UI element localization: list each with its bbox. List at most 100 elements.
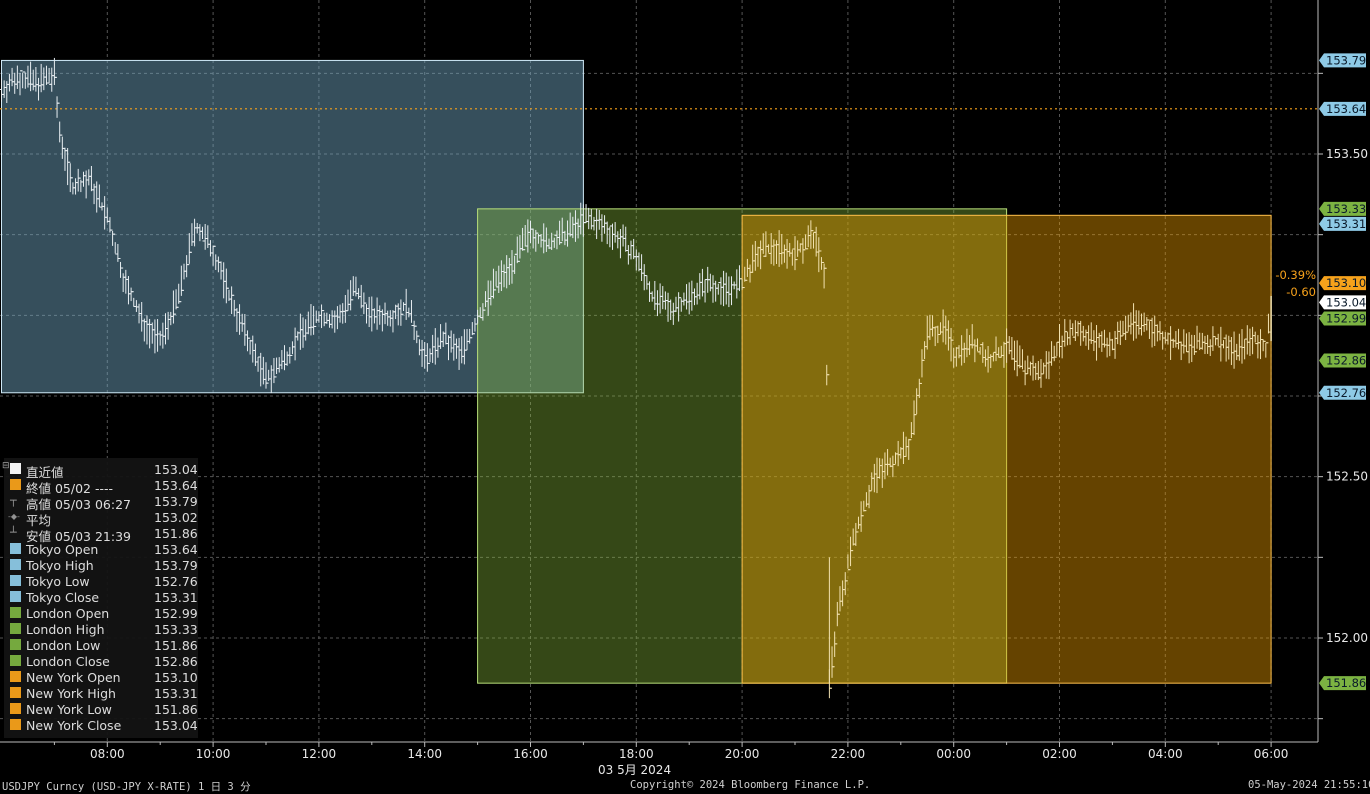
legend-value: 151.86 — [154, 526, 198, 541]
y-tick-label: 153.50 — [1326, 147, 1368, 161]
y-tick-label: 152.50 — [1326, 470, 1368, 484]
legend-label: New York High — [26, 686, 116, 701]
price-tag-bg — [1319, 311, 1366, 326]
footer-copyright: Copyright© 2024 Bloomberg Finance L.P. — [630, 779, 871, 791]
legend-label: 安値 05/03 21:39 — [26, 529, 131, 544]
legend-label: London Low — [26, 638, 101, 653]
legend-label: Tokyo Open — [26, 542, 99, 557]
footer-timestamp: 05-May-2024 21:55:10 — [1248, 779, 1370, 791]
price-tag-bg — [1319, 53, 1366, 68]
legend-swatch — [10, 463, 21, 474]
price-tag-bg — [1319, 676, 1366, 691]
legend-value: 153.31 — [154, 590, 198, 605]
price-tag: 153.31 — [1319, 216, 1366, 231]
x-tick-label: 00:00 — [936, 747, 971, 761]
price-tag: 153.64 — [1319, 101, 1366, 116]
legend-value: 153.02 — [154, 510, 198, 525]
price-tag-label: 153.04 — [1326, 295, 1366, 309]
price-tag: 153.10 — [1319, 276, 1366, 291]
legend-swatch — [10, 719, 21, 730]
x-tick-label: 14:00 — [407, 747, 442, 761]
price-tag-label: 153.33 — [1326, 202, 1366, 216]
legend-value: 151.86 — [154, 702, 198, 717]
legend-label: New York Close — [26, 718, 122, 733]
price-tag-bg — [1319, 201, 1366, 216]
session-box-new-york — [741, 214, 1272, 684]
legend-swatch — [10, 703, 21, 714]
legend-value: 152.76 — [154, 574, 198, 589]
legend-swatch — [10, 543, 21, 554]
price-tag-label: 153.64 — [1326, 102, 1366, 116]
price-tag-bg — [1319, 385, 1366, 400]
x-tick-label: 08:00 — [90, 747, 125, 761]
price-tag-bg — [1319, 295, 1366, 310]
x-tick-label: 16:00 — [513, 747, 548, 761]
price-tag: 152.76 — [1319, 385, 1366, 400]
legend-swatch — [10, 479, 21, 490]
change-value-label: -0.60 — [1286, 285, 1316, 299]
x-tick-label: 04:00 — [1148, 747, 1183, 761]
legend-label: 高値 05/03 06:27 — [26, 497, 131, 512]
legend-swatch — [10, 623, 21, 634]
x-tick-label: 06:00 — [1254, 747, 1289, 761]
legend-swatch — [10, 655, 21, 666]
legend-label: London Open — [26, 606, 110, 621]
price-tag: 151.86 — [1319, 676, 1366, 691]
legend-value: 153.64 — [154, 478, 198, 493]
legend-label: 平均 — [26, 513, 52, 528]
legend-swatch — [10, 671, 21, 682]
x-tick-label: 10:00 — [196, 747, 231, 761]
price-tag: 152.86 — [1319, 353, 1366, 368]
x-tick-label: 12:00 — [302, 747, 337, 761]
price-tag: 152.99 — [1319, 311, 1366, 326]
price-tag-label: 153.31 — [1326, 217, 1366, 231]
price-tag-label: 152.99 — [1326, 312, 1366, 326]
legend-label: London Close — [26, 654, 110, 669]
legend-label: Tokyo Close — [26, 590, 100, 605]
price-tag-label: 151.86 — [1326, 676, 1366, 690]
legend-label: Tokyo High — [26, 558, 94, 573]
legend-value: 153.79 — [154, 494, 198, 509]
price-tag-label: 153.79 — [1326, 53, 1366, 67]
legend-label: 終値 05/02 ---- — [26, 481, 114, 496]
legend-value: 153.04 — [154, 718, 198, 733]
session-box-tokyo — [1, 59, 584, 394]
legend-label: Tokyo Low — [26, 574, 90, 589]
price-tag-label: 153.10 — [1326, 276, 1366, 290]
low-marker-icon: ┴ — [10, 526, 17, 539]
price-tag-bg — [1319, 353, 1366, 368]
x-tick-label: 02:00 — [1042, 747, 1077, 761]
legend-label: New York Low — [26, 702, 112, 717]
legend-swatch — [10, 607, 21, 618]
legend-value: 152.86 — [154, 654, 198, 669]
legend-value: 152.99 — [154, 606, 198, 621]
x-tick-label: 18:00 — [619, 747, 654, 761]
legend-value: 153.04 — [154, 462, 198, 477]
legend-value: 153.10 — [154, 670, 198, 685]
price-tag: 153.33 — [1319, 201, 1366, 216]
price-tag-label: 152.86 — [1326, 354, 1366, 368]
price-tag: 153.79 — [1319, 53, 1366, 68]
legend-value: 153.64 — [154, 542, 198, 557]
legend-value: 151.86 — [154, 638, 198, 653]
price-tag-bg — [1319, 216, 1366, 231]
legend-swatch — [10, 575, 21, 586]
price-tag: 153.04 — [1319, 295, 1366, 310]
y-tick-label: 152.00 — [1326, 631, 1368, 645]
chart-legend: 直近値 153.04 終値 05/02 ---- 153.64 ┬ 高値 05/03 06… — [2, 458, 198, 738]
change-percent-label: -0.39% — [1275, 268, 1316, 282]
legend-swatch — [10, 639, 21, 650]
price-tag-label: 152.76 — [1326, 386, 1366, 400]
high-marker-icon: ┬ — [10, 494, 17, 507]
legend-value: 153.33 — [154, 622, 198, 637]
legend-label: London High — [26, 622, 105, 637]
legend-label: 直近値 — [26, 465, 64, 480]
legend-collapse-icon[interactable]: ⊟ — [2, 461, 10, 471]
x-axis-date-label: 03 5月 2024 — [598, 763, 672, 777]
legend-value: 153.79 — [154, 558, 198, 573]
x-tick-label: 20:00 — [725, 747, 760, 761]
legend-swatch — [10, 559, 21, 570]
x-tick-label: 22:00 — [831, 747, 866, 761]
price-tag-bg — [1319, 276, 1366, 291]
